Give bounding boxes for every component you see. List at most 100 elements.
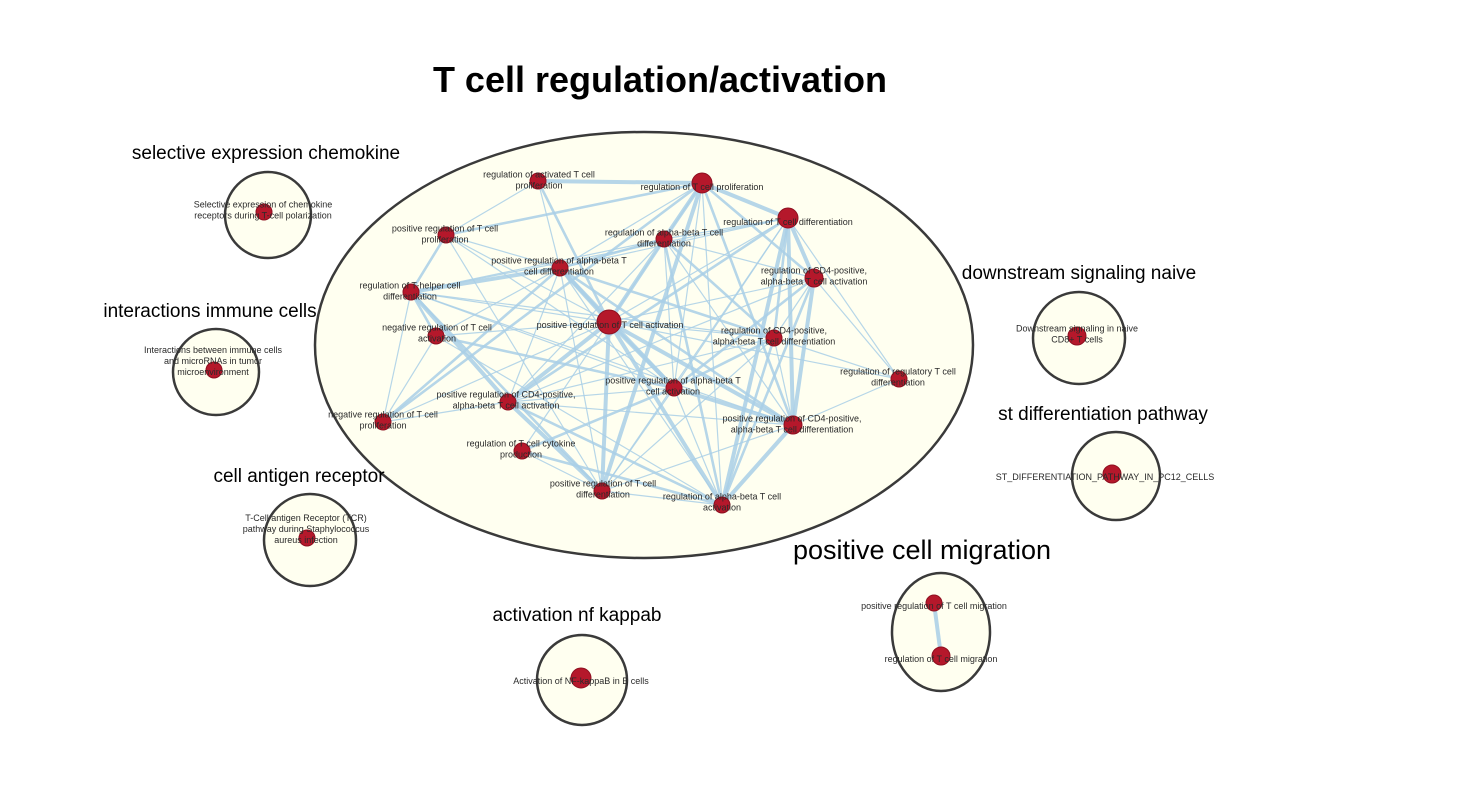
edge-n3-n16 [786,216,795,427]
edge-n5-n13 [663,238,675,389]
node-label-i1: Interactions between immune cells and mic… [144,345,283,377]
cluster-naive-title: downstream signaling naive [962,263,1196,284]
node-n15[interactable] [374,413,392,431]
edge-n2-n13 [673,182,703,389]
node-label-n14: positive regulation of CD4-positive, alph… [436,390,575,411]
edge-n7-n12 [813,277,900,380]
edge-n1-n2 [536,179,704,185]
edge-n17-n18 [521,450,603,492]
node-n3[interactable] [777,207,799,229]
node-n13[interactable] [665,379,683,397]
edge-n8-n16 [410,291,794,426]
edge-n11-n13 [672,336,776,390]
node-n16[interactable] [783,415,803,435]
node-n4[interactable] [437,226,455,244]
node-n9[interactable] [596,309,622,335]
edge-n5-n11 [662,237,776,340]
node-label-n4: positive regulation of T cell proliferati… [392,224,498,245]
node-n12[interactable] [890,370,908,388]
node-labels: regulation of activated T cell proliferat… [144,170,1214,687]
node-label-n12: regulation of regulatory T cell different… [840,367,956,388]
edge-n16-n19 [720,423,795,507]
node-a1[interactable] [298,529,316,547]
node-label-s1: ST_DIFFERENTIATION_PATHWAY_IN_PC12_CELLS [996,472,1215,482]
edge-n7-n16 [791,276,816,427]
node-label-c1: Selective expression of chemokine recepto… [194,200,333,221]
node-label-n16: positive regulation of CD4-positive, alph… [722,414,861,435]
cluster-stdiff-title: st differentiation pathway [998,404,1208,425]
edge-n5-n7 [663,238,815,279]
node-label-n3: regulation of T cell differentiation [723,217,853,227]
nodes [205,172,1122,689]
node-n11[interactable] [765,329,783,347]
edge-n18-n19 [601,490,723,506]
node-d1[interactable] [1067,326,1087,346]
cluster-migration-boundary [890,571,992,693]
node-label-n15: negative regulation of T cell proliferati… [328,410,438,431]
node-n7[interactable] [804,268,824,288]
node-k1[interactable] [570,667,592,689]
edge-n8-n15 [382,291,412,423]
edge-n5-n14 [507,238,665,403]
node-n19[interactable] [713,496,731,514]
cluster-tcell-boundary [313,130,975,560]
node-label-n19: regulation of alpha-beta T cell activatio… [663,492,781,513]
edge-n7-n11 [773,277,815,339]
cluster-shapes [171,130,1162,727]
edge-n4-n9 [445,234,610,323]
node-label-n18: positive regulation of T cell differentia… [550,479,656,500]
edge-n7-n14 [507,277,815,403]
node-m1[interactable] [925,594,943,612]
node-n17[interactable] [513,442,531,460]
cluster-antigen-title: cell antigen receptor [213,466,385,487]
edge-n2-n16 [700,181,795,427]
edge-n11-n16 [773,337,794,426]
node-label-a1: T-Cell antigen Receptor (TCR) pathway dur… [243,513,370,545]
edge-n2-n6 [559,182,703,269]
node-n18[interactable] [593,482,611,500]
edge-n6-n11 [558,266,776,340]
edge-n4-n18 [445,234,603,492]
edge-n5-n6 [558,237,666,270]
node-n6[interactable] [551,259,569,277]
node-label-n5: regulation of alpha-beta T cell different… [605,228,723,249]
node-s1[interactable] [1102,464,1122,484]
node-m2[interactable] [931,646,951,666]
edge-n1-n6 [537,180,561,269]
edge-n13-n14 [507,387,675,403]
edge-n3-n12 [787,217,900,380]
node-n8[interactable] [402,283,420,301]
cluster-titles: selective expression chemokine interactio… [103,143,1208,626]
node-n5[interactable] [655,230,673,248]
node-label-n11: regulation of CD4-positive, alpha-beta T … [713,326,836,347]
edge-n3-n19 [720,216,790,507]
edge-n11-n14 [507,337,775,403]
edge-n10-n13 [434,334,676,390]
edge-n2-n4 [444,181,704,237]
edge-n6-n8 [409,266,562,294]
edge-n9-n13 [607,320,676,390]
edge-n16-n12 [792,378,900,426]
node-label-n17: regulation of T cell cytokine production [467,439,576,460]
edge-n3-n14 [506,216,790,404]
node-n2[interactable] [691,172,713,194]
node-n1[interactable] [529,172,547,190]
edge-n4-n6 [445,234,561,269]
node-n10[interactable] [427,327,445,345]
edge-n13-n19 [673,387,723,506]
edge-n11-n18 [601,337,775,492]
diagram-title: T cell regulation/activation [433,59,887,100]
edge-n9-n12 [608,321,900,380]
edge-n5-n8 [410,238,665,293]
node-c1[interactable] [255,203,273,221]
edge-n9-n11 [608,321,775,339]
edge-n9-n18 [600,320,611,493]
node-i1[interactable] [205,361,223,379]
node-label-n8: regulation of T-helper cell differentiati… [360,281,461,302]
node-n14[interactable] [499,393,517,411]
edge-n14-n18 [506,400,604,493]
node-label-d1: Downstream signaling in naive CD8+ T cell… [1016,324,1138,345]
